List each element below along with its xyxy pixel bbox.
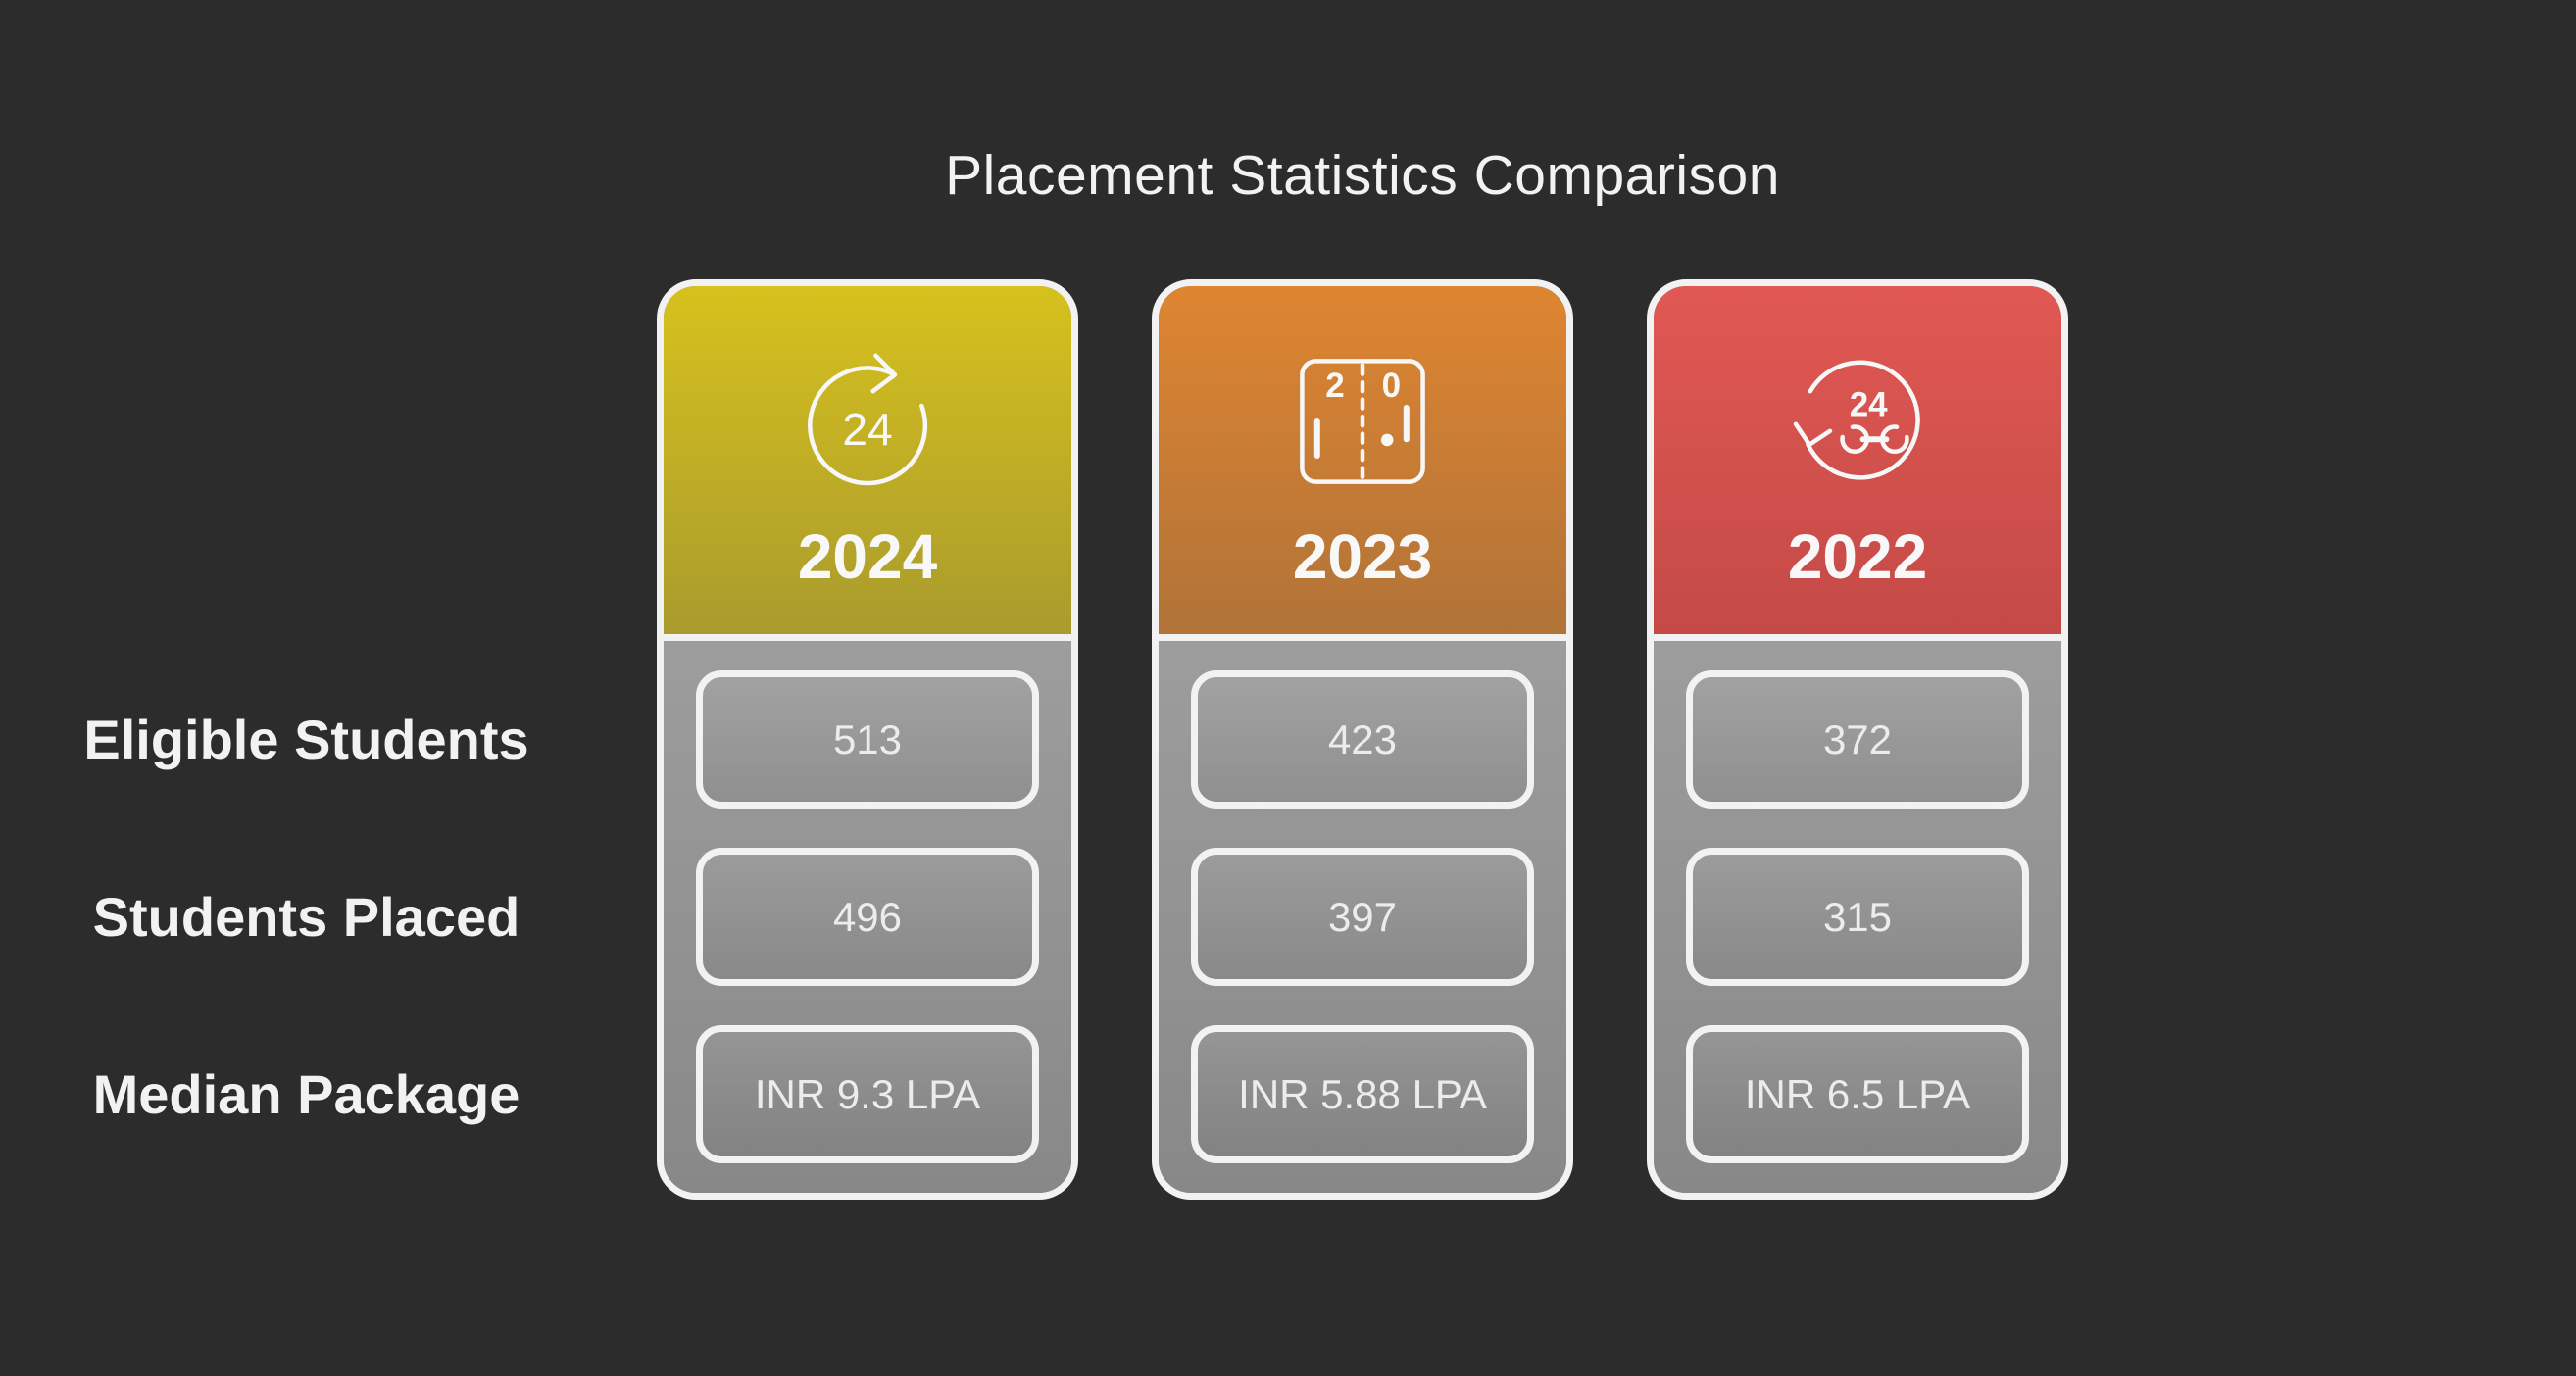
card-2024-year: 2024 — [797, 521, 938, 592]
24-hour-service-icon: 24 — [1789, 353, 1926, 490]
value-box-2022-eligible: 372 — [1686, 670, 2029, 809]
row-label-eligible-students: Eligible Students — [83, 709, 529, 770]
service-24-icon-label: 24 — [1850, 385, 1888, 423]
value-box-2024-placed: 496 — [696, 848, 1039, 986]
card-2022: 24 2022 372 315 INR 6.5 LPA — [1647, 279, 2068, 1200]
value-box-2023-placed: 397 — [1191, 848, 1534, 986]
card-2024: 24 2024 513 496 INR 9.3 LPA — [657, 279, 1078, 1200]
card-2023: 2 0 2023 423 397 INR 5.88 LPA — [1152, 279, 1573, 1200]
card-2023-year: 2023 — [1292, 521, 1433, 592]
value-box-2023-eligible: 423 — [1191, 670, 1534, 809]
value-box-2023-median-package: INR 5.88 LPA — [1191, 1025, 1534, 1163]
refresh-24-icon: 24 — [799, 353, 936, 490]
card-2024-header: 24 2024 — [664, 286, 1071, 641]
pong-score-right: 0 — [1382, 367, 1401, 405]
value-box-2024-median-package: INR 9.3 LPA — [696, 1025, 1039, 1163]
row-labels-column: Eligible Students Students Placed Median… — [29, 279, 583, 1203]
pong-scoreboard-icon: 2 0 — [1294, 353, 1431, 490]
comparison-layout: Eligible Students Students Placed Median… — [29, 279, 2068, 1203]
card-2023-header: 2 0 2023 — [1159, 286, 1566, 641]
page-title: Placement Statistics Comparison — [945, 144, 1780, 207]
labels-spacer — [29, 279, 583, 670]
row-label-median-package: Median Package — [92, 1063, 520, 1125]
card-2024-body: 513 496 INR 9.3 LPA — [664, 641, 1071, 1193]
card-2023-body: 423 397 INR 5.88 LPA — [1159, 641, 1566, 1193]
card-2022-year: 2022 — [1787, 521, 1928, 592]
refresh-24-icon-label: 24 — [842, 404, 892, 455]
card-2022-body: 372 315 INR 6.5 LPA — [1654, 641, 2061, 1193]
pong-score-left: 2 — [1325, 367, 1344, 405]
value-box-2024-eligible: 513 — [696, 670, 1039, 809]
row-label-students-placed: Students Placed — [92, 886, 520, 948]
value-box-2022-median-package: INR 6.5 LPA — [1686, 1025, 2029, 1163]
value-box-2022-placed: 315 — [1686, 848, 2029, 986]
card-2022-header: 24 2022 — [1654, 286, 2061, 641]
